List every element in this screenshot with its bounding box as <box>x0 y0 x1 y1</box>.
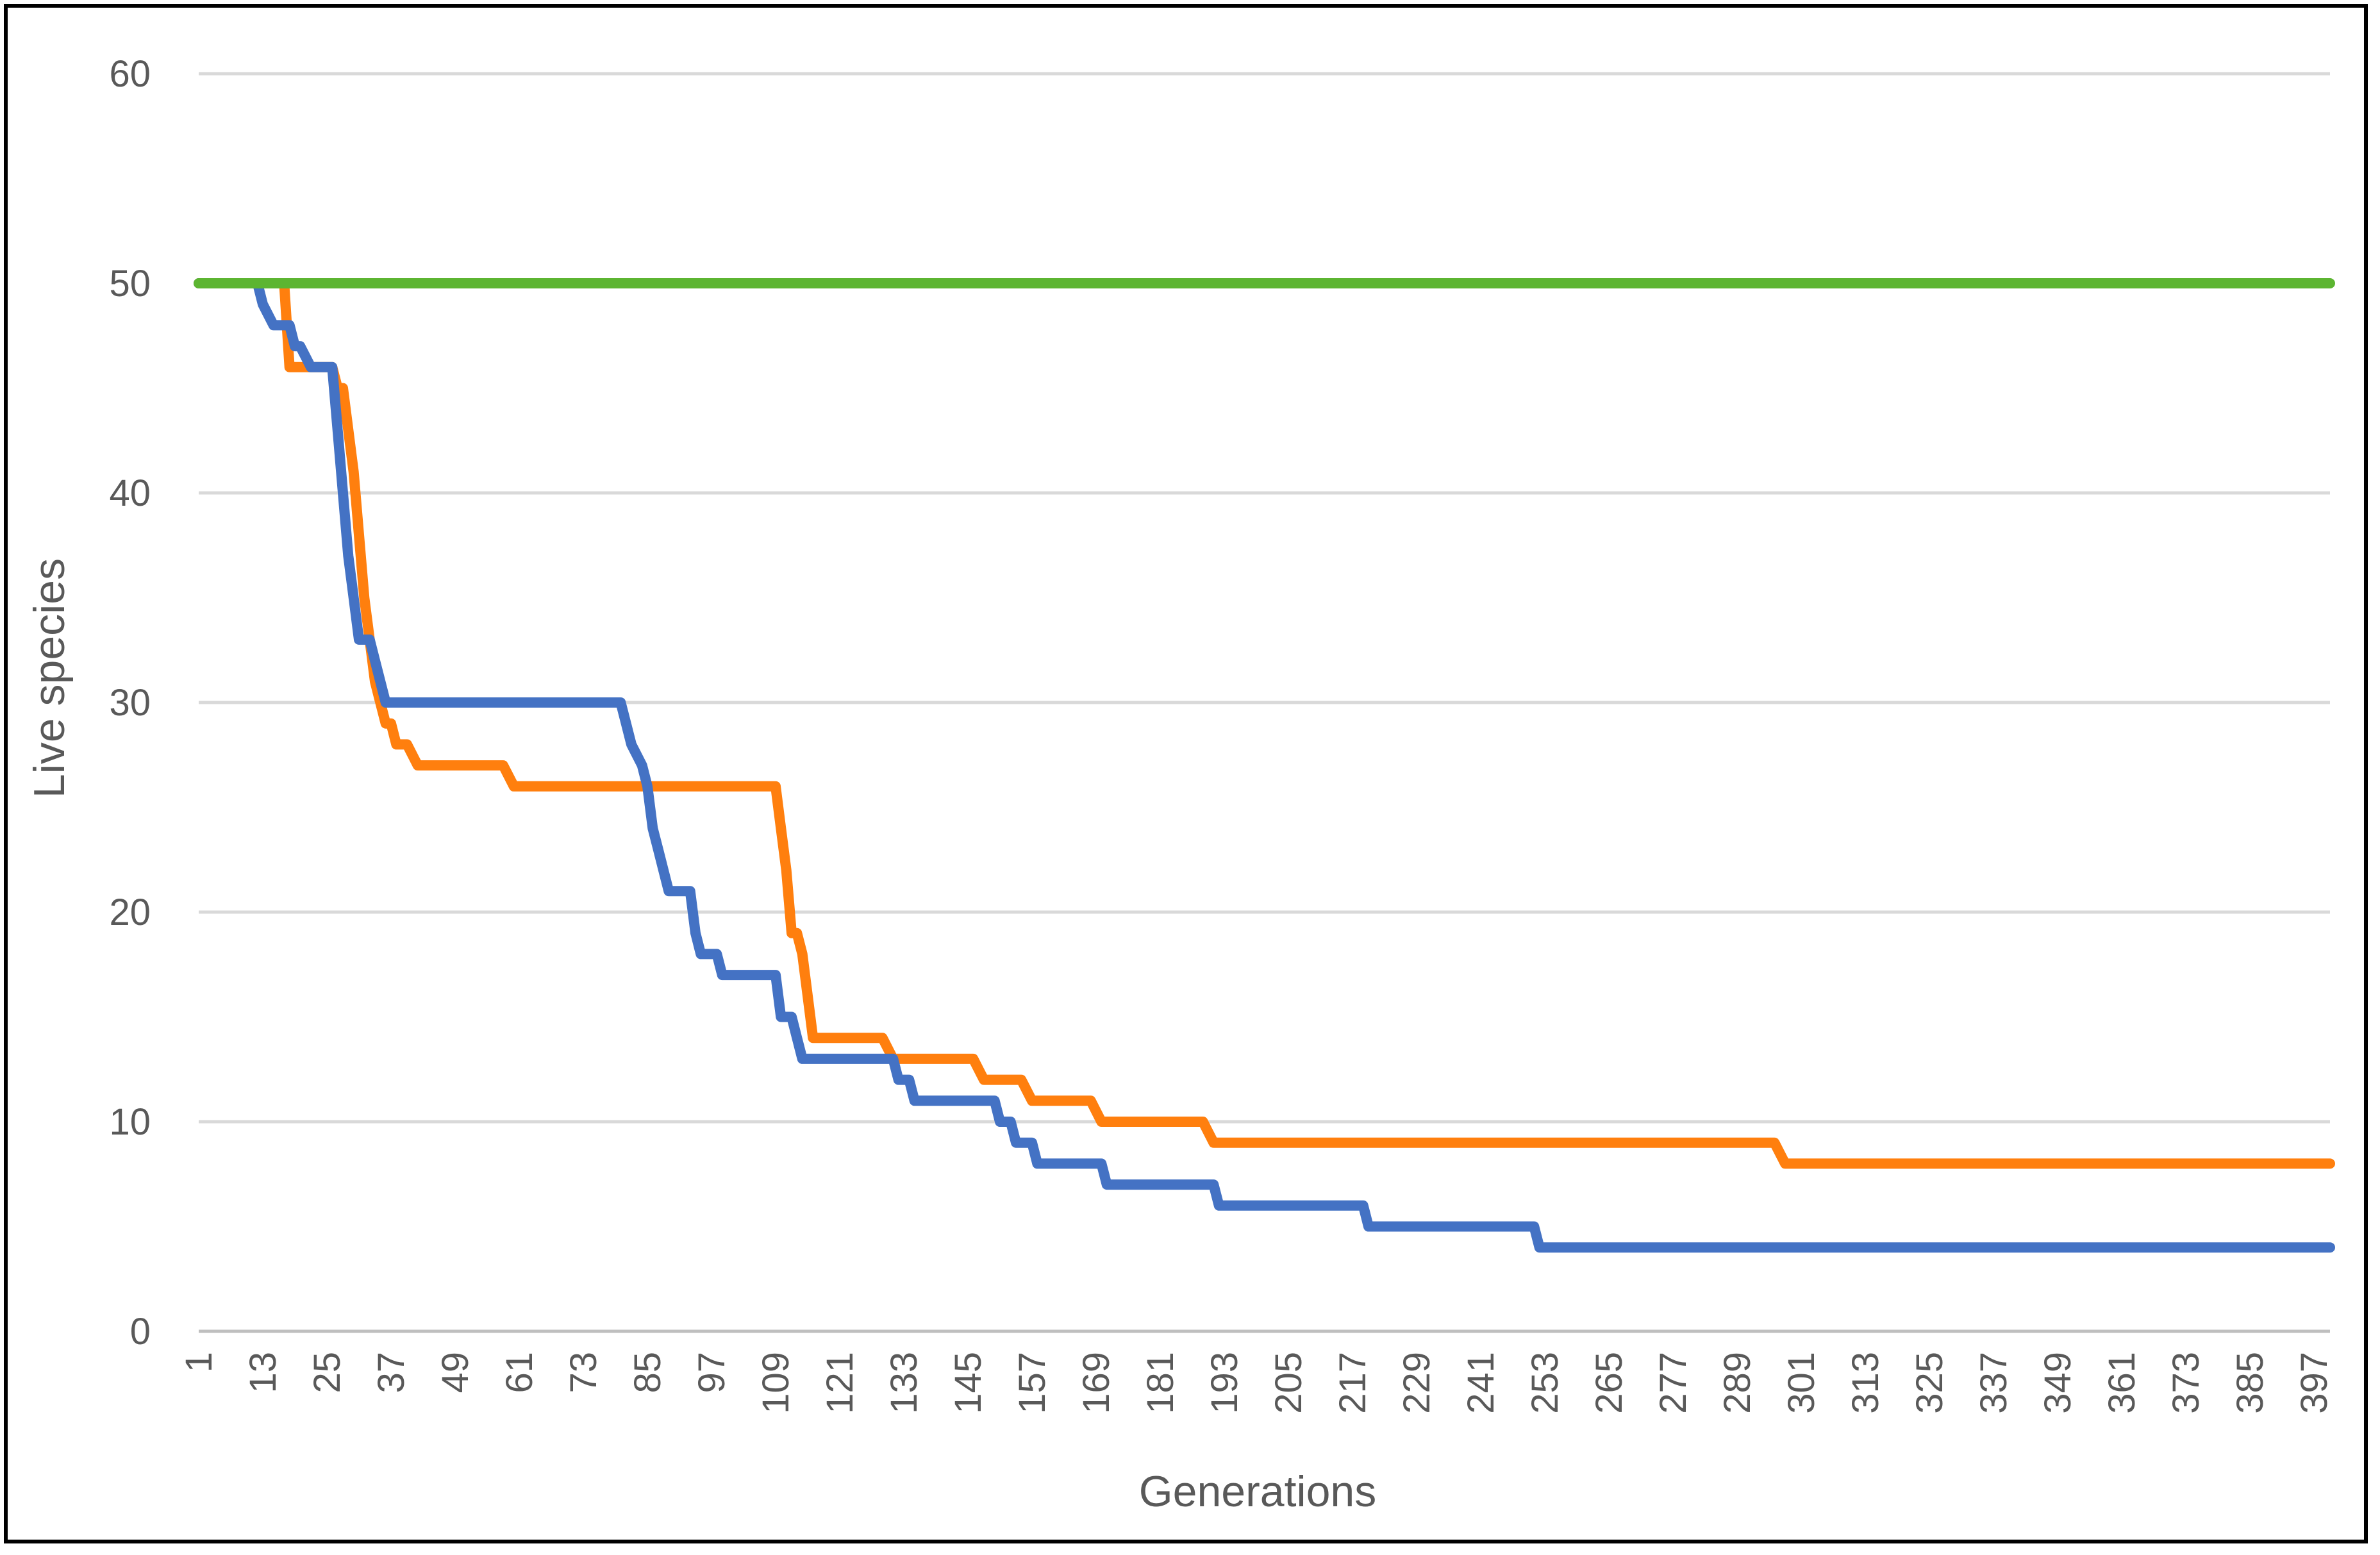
x-tick-label: 373 <box>2165 1352 2207 1414</box>
y-axis-title: Live species <box>25 558 74 798</box>
x-tick-label: 253 <box>1524 1352 1566 1414</box>
series-line-2 <box>194 278 2335 1253</box>
x-tick-label: 25 <box>306 1352 348 1393</box>
x-tick-label: 181 <box>1140 1352 1181 1414</box>
x-tick-label: 61 <box>499 1352 540 1393</box>
x-tick-label: 217 <box>1332 1352 1374 1414</box>
x-axis-title: Generations <box>1139 1467 1376 1516</box>
x-tick-label: 337 <box>1973 1352 2015 1414</box>
x-tick-label: 397 <box>2293 1352 2335 1414</box>
x-tick-label: 325 <box>1909 1352 1951 1414</box>
y-tick-label: 0 <box>130 1311 151 1352</box>
x-tick-label: 13 <box>242 1352 284 1393</box>
y-tick-label: 50 <box>109 263 151 304</box>
y-tick-label: 10 <box>109 1101 151 1143</box>
y-tick-label: 30 <box>109 682 151 724</box>
x-tick-label: 265 <box>1588 1352 1630 1414</box>
x-tick-label: 289 <box>1717 1352 1758 1414</box>
x-tick-label: 109 <box>755 1352 797 1414</box>
x-tick-label: 85 <box>627 1352 669 1393</box>
x-tick-label: 277 <box>1652 1352 1694 1414</box>
x-tick-label: 313 <box>1845 1352 1886 1414</box>
x-tick-labels: 1 13 25 37 49 61 73 85 97 109 121 133 145 157 169 181 19… <box>178 1352 2335 1414</box>
series-line-1 <box>194 278 2335 1169</box>
x-tick-label: 97 <box>691 1352 733 1393</box>
x-tick-label: 205 <box>1268 1352 1310 1414</box>
x-tick-label: 145 <box>947 1352 989 1414</box>
x-tick-label: 37 <box>370 1352 412 1393</box>
y-tick-labels: 0 10 20 30 40 50 60 <box>109 53 151 1352</box>
x-tick-label: 1 <box>178 1352 220 1372</box>
y-tick-label: 40 <box>109 472 151 514</box>
x-tick-label: 349 <box>2037 1352 2079 1414</box>
x-tick-label: 49 <box>435 1352 476 1393</box>
x-tick-label: 121 <box>819 1352 861 1414</box>
x-tick-label: 301 <box>1781 1352 1822 1414</box>
x-tick-label: 361 <box>2101 1352 2143 1414</box>
chart-frame <box>4 4 2368 1543</box>
x-tick-label: 169 <box>1076 1352 1117 1414</box>
series-lines <box>194 278 2335 1253</box>
x-tick-label: 241 <box>1460 1352 1502 1414</box>
x-tick-label: 229 <box>1396 1352 1438 1414</box>
x-tick-label: 73 <box>563 1352 604 1393</box>
y-tick-label: 60 <box>109 53 151 95</box>
x-tick-label: 133 <box>883 1352 925 1414</box>
y-tick-label: 20 <box>109 892 151 933</box>
x-tick-label: 385 <box>2229 1352 2271 1414</box>
x-tick-label: 193 <box>1204 1352 1245 1414</box>
x-tick-label: 157 <box>1011 1352 1053 1414</box>
